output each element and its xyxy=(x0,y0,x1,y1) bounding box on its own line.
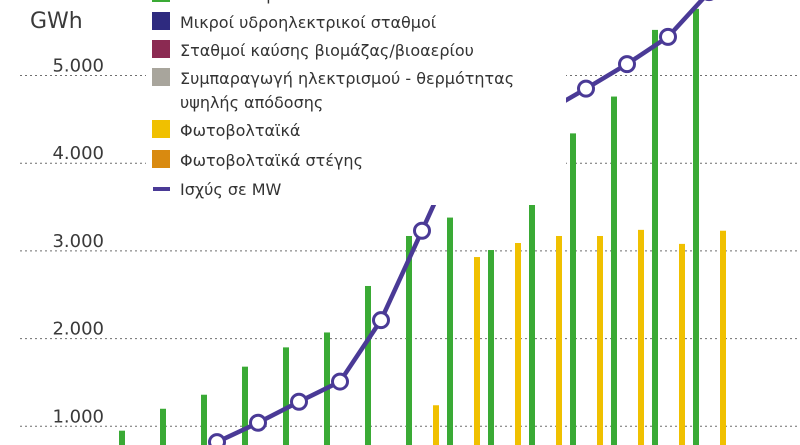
power-point xyxy=(249,413,267,432)
wind-bar xyxy=(160,408,166,445)
legend-label-biomass: Σταθμοί καύσης βιομάζας/βιοαερίου xyxy=(180,41,474,60)
legend-swatch-chp xyxy=(152,68,170,86)
power-point xyxy=(372,311,390,330)
legend-swatch-hydro xyxy=(152,12,170,30)
legend-swatch-pv xyxy=(152,120,170,138)
y-tick-label: 1.000 xyxy=(52,406,104,427)
pv-bar xyxy=(638,229,644,445)
power-point xyxy=(618,55,636,74)
pv-bar xyxy=(556,235,562,445)
wind-bar xyxy=(365,285,371,445)
wind-bar xyxy=(693,8,699,445)
y-tick-label: 4.000 xyxy=(52,143,104,164)
wind-bar xyxy=(611,96,617,445)
legend-label-pv_roof: Φωτοβολταϊκά στέγης xyxy=(180,151,363,170)
wind-bar xyxy=(570,133,576,445)
power-point xyxy=(331,372,349,391)
y-tick-label: 3.000 xyxy=(52,231,104,252)
wind-bar xyxy=(242,366,248,445)
legend-label-pv: Φωτοβολταϊκά xyxy=(180,121,300,140)
legend-label-chp-line2: υψηλής απόδοσης xyxy=(180,93,323,112)
y-tick-label: 5.000 xyxy=(52,56,104,77)
y-axis-unit-label: GWh xyxy=(30,9,83,34)
bars xyxy=(119,8,726,445)
wind-bar xyxy=(447,217,453,445)
wind-bar xyxy=(119,430,125,445)
pv-bar xyxy=(433,405,439,445)
wind-bar xyxy=(406,235,412,445)
power-point xyxy=(290,392,308,411)
y-axis: 1.000 2.000 3.000 4.000 5.000 xyxy=(52,56,104,428)
legend-label-chp: Συμπαραγωγή ηλεκτρισμού - θερμότητας xyxy=(180,69,514,88)
wind-bar xyxy=(201,394,207,445)
power-point xyxy=(208,433,226,445)
legend-label-hydro: Μικροί υδροηλεκτρικοί σταθμοί xyxy=(180,13,437,32)
wind-bar xyxy=(529,174,535,445)
pv-bar xyxy=(597,235,603,445)
pv-bar xyxy=(679,243,685,445)
pv-bar xyxy=(720,230,726,445)
legend-swatch-pv_roof xyxy=(152,150,170,168)
power-point xyxy=(659,27,677,46)
power-point xyxy=(577,79,595,98)
pv-bar xyxy=(474,257,480,445)
legend-label-power: Ισχύς σε MW xyxy=(180,180,282,199)
legend-swatch-biomass xyxy=(152,40,170,58)
power-point xyxy=(413,221,431,240)
legend: Αιολικά πάρκα Μικροί υδροηλεκτρικοί σταθμ… xyxy=(146,0,566,205)
pv-bar xyxy=(515,243,521,445)
wind-bar xyxy=(652,29,658,445)
legend-swatch-wind xyxy=(152,0,170,2)
legend-label-wind: Αιολικά πάρκα xyxy=(180,0,296,4)
wind-bar xyxy=(283,347,289,445)
y-tick-label: 2.000 xyxy=(52,319,104,340)
wind-bar xyxy=(488,250,494,445)
legend-background xyxy=(146,0,566,205)
